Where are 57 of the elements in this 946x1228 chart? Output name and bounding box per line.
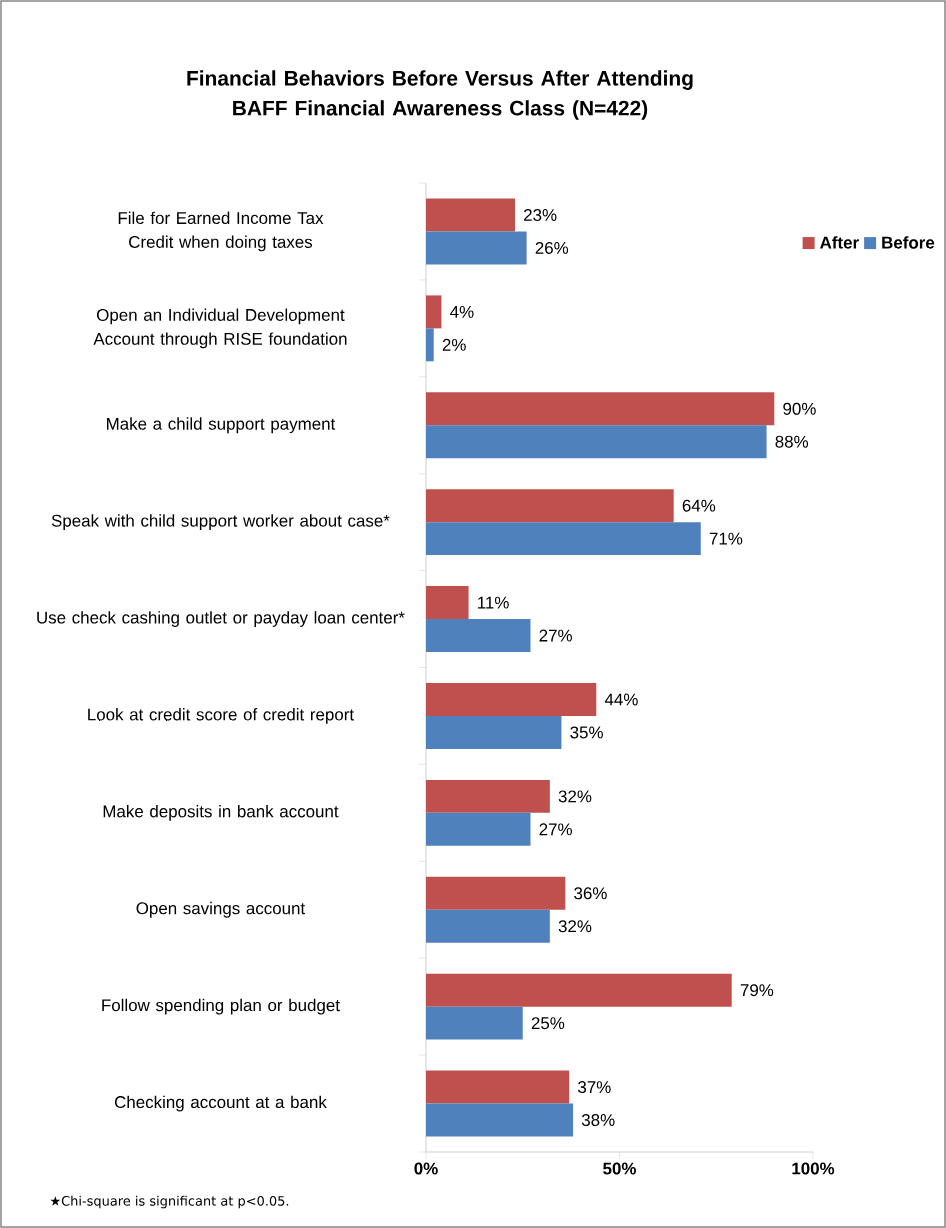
bar — [426, 392, 775, 426]
bar — [426, 715, 562, 749]
data-label: 79% — [740, 984, 774, 997]
y-tick-label: Checking account at a bank — [114, 1095, 327, 1112]
data-label: 32% — [558, 790, 592, 803]
bar — [426, 198, 516, 232]
data-label: 23% — [524, 208, 557, 221]
legend-label: Before — [882, 236, 935, 249]
data-label: 37% — [578, 1081, 611, 1094]
bar — [426, 1070, 570, 1104]
chart-title: Financial Behaviors Before Versus After Attending BAFF Financial Awareness Class (N=422) — [187, 70, 693, 120]
data-label: 2% — [442, 338, 466, 351]
bar — [426, 328, 434, 362]
bar — [426, 489, 674, 523]
bar — [426, 779, 550, 813]
data-label: 25% — [531, 1017, 565, 1030]
data-label: 88% — [775, 435, 809, 448]
bar — [426, 812, 531, 846]
bar — [426, 1006, 523, 1040]
data-label: 35% — [570, 726, 603, 739]
bar — [426, 973, 732, 1007]
bar — [426, 586, 469, 620]
data-label: 36% — [574, 887, 607, 900]
data-label: 4% — [450, 305, 474, 318]
x-tick-label: 0% — [414, 1162, 438, 1175]
data-label: 32% — [558, 920, 592, 933]
bar — [426, 231, 527, 265]
y-tick-label: File for Earned Income Tax Credit when doing taxes — [118, 211, 324, 252]
bar — [426, 683, 597, 716]
text: ★Chi-square is significant at p<0.05. — [50, 1195, 289, 1209]
x-tick-label: 50% — [603, 1162, 636, 1175]
bar — [426, 619, 531, 652]
data-label: 11% — [478, 596, 509, 609]
bar — [426, 295, 442, 329]
y-tick-label: Make deposits in bank account — [103, 804, 339, 821]
data-label: 90% — [783, 402, 816, 415]
bar — [426, 425, 767, 459]
data-label: 71% — [709, 532, 743, 545]
y-tick-label: Open an Individual Development Account through RISE foundation — [93, 308, 347, 349]
bar — [426, 522, 701, 556]
y-tick-label: Speak with child support worker about case* — [51, 514, 390, 531]
data-label: 26% — [535, 241, 569, 254]
data-label: 38% — [581, 1114, 615, 1127]
bar — [426, 876, 566, 910]
y-tick-label: Open savings account — [136, 901, 306, 918]
y-tick-label: Make a child support payment — [107, 417, 336, 434]
y-tick-label: Use check cashing outlet or payday loan center* — [37, 611, 405, 627]
data-label: 64% — [682, 499, 716, 512]
data-label: 44% — [604, 693, 638, 706]
x-tick-label: 100% — [792, 1162, 835, 1175]
bar — [426, 1103, 574, 1137]
y-tick-label: Follow spending plan or budget — [102, 998, 340, 1015]
data-label: 27% — [539, 629, 572, 642]
bar — [426, 909, 550, 943]
y-tick-label: Look at credit score of credit report — [88, 708, 354, 724]
data-label: 27% — [539, 823, 572, 836]
legend-label: After — [820, 236, 859, 249]
